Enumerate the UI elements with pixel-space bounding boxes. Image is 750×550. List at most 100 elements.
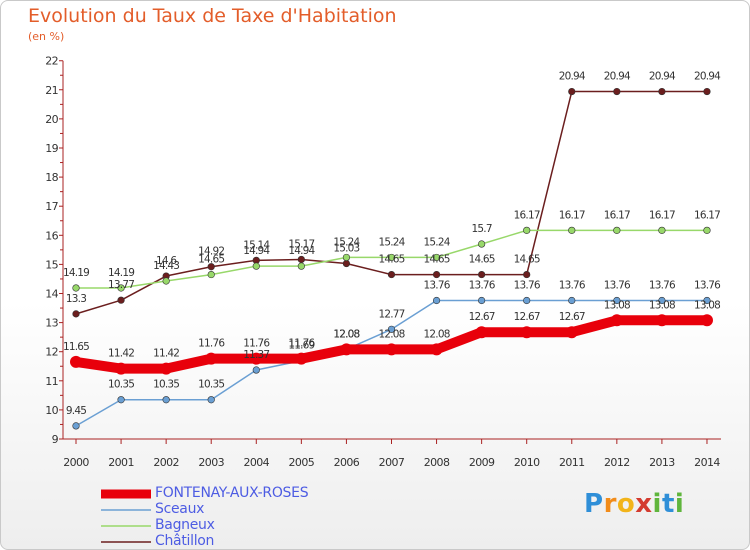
data-point [568, 226, 576, 234]
legend-label-chatillon: Châtillon [155, 533, 215, 549]
data-label: 15.03 [333, 243, 359, 255]
x-tick-label: 2008 [424, 456, 450, 469]
data-point [703, 296, 711, 305]
x-tick-label: 2013 [649, 456, 675, 469]
data-label: 14.6 [156, 255, 177, 267]
legend-label-fontenay: FONTENAY-AUX-ROSES [155, 485, 309, 501]
data-point [342, 259, 351, 268]
data-point [565, 326, 578, 339]
y-tick-label: 10 [45, 404, 58, 417]
y-tick-label: 21 [45, 84, 58, 97]
data-point [613, 87, 621, 96]
data-point [72, 310, 80, 318]
data-label: 11.37 [243, 349, 269, 361]
y-tick-label: 14 [45, 288, 58, 301]
data-point [70, 355, 82, 368]
y-tick-label: 22 [45, 55, 58, 68]
data-point [387, 325, 396, 333]
legend-swatch-chatillon [101, 541, 151, 543]
data-label: 13.77 [108, 279, 134, 291]
data-label: 12.67 [514, 311, 540, 323]
data-label: 12.08 [333, 328, 359, 340]
x-tick-label: 2000 [63, 456, 89, 469]
data-label: 12.08 [378, 328, 404, 340]
data-label: 16.17 [604, 209, 630, 221]
data-point [117, 296, 125, 304]
data-point [703, 226, 711, 234]
y-tick-label: 20 [45, 113, 58, 126]
data-point [475, 326, 488, 339]
x-tick-label: 2004 [243, 456, 269, 469]
data-label: 13.76 [604, 279, 631, 291]
data-label: 13.76 [559, 279, 586, 291]
data-point [520, 326, 533, 339]
data-label: 16.17 [649, 209, 675, 221]
y-tick-label: 18 [45, 171, 58, 184]
data-label: 10.35 [198, 379, 224, 391]
legend-swatch-fontenay [101, 489, 151, 499]
data-point [658, 226, 666, 234]
data-label: 13.08 [604, 299, 630, 311]
data-point [207, 263, 215, 271]
data-point [430, 343, 443, 356]
data-label: 11.42 [153, 348, 179, 360]
data-point [342, 253, 351, 262]
data-point [610, 314, 623, 327]
data-label: 11.76 [198, 338, 225, 350]
data-point [568, 87, 576, 96]
data-label: 14.92 [198, 246, 224, 258]
data-label: 14.19 [108, 267, 134, 279]
data-point [72, 422, 80, 430]
data-label: 11.65 [63, 341, 89, 353]
data-label: 9.45 [66, 405, 86, 417]
y-tick-label: 16 [45, 229, 58, 242]
data-label: 15.24 [378, 236, 405, 248]
data-label: 20.94 [649, 71, 676, 83]
x-tick-label: 2005 [289, 456, 315, 469]
data-label: 15.7 [472, 223, 492, 235]
data-point [117, 396, 125, 404]
data-label: 11.69 [288, 340, 314, 352]
data-point [250, 352, 263, 365]
data-label: 14.65 [378, 254, 404, 266]
x-tick-label: 2001 [108, 456, 134, 469]
data-label: 16.17 [694, 209, 720, 221]
data-point [72, 284, 80, 292]
data-point [432, 296, 441, 305]
data-point [703, 87, 711, 96]
data-label: 12.67 [559, 311, 585, 323]
data-point [523, 270, 531, 279]
y-tick-label: 19 [45, 142, 58, 155]
data-label: 13.76 [649, 279, 676, 291]
data-label: 14.94 [243, 245, 270, 257]
data-label: 11.76 [288, 338, 315, 350]
data-label: 12.08 [333, 328, 359, 340]
data-point [340, 343, 353, 356]
y-tick-label: 9 [52, 433, 59, 446]
data-label: 20.94 [559, 71, 586, 83]
data-point [478, 240, 486, 248]
x-tick-label: 2009 [469, 456, 495, 469]
data-label: 13.08 [649, 299, 675, 311]
data-point [252, 366, 260, 374]
data-label: 11.42 [108, 348, 134, 360]
data-point [658, 87, 666, 96]
data-point [387, 253, 396, 262]
data-label: 14.94 [288, 245, 315, 257]
y-tick-label: 13 [45, 317, 58, 330]
data-point [207, 396, 215, 404]
data-label: 15.17 [288, 238, 314, 250]
data-point [297, 262, 305, 270]
data-label: 15.14 [243, 239, 270, 251]
data-label: 12.08 [424, 328, 450, 340]
x-tick-label: 2010 [514, 456, 540, 469]
data-point [295, 352, 308, 365]
legend-label-sceaux: Sceaux [155, 501, 205, 517]
data-point [205, 352, 218, 365]
data-label: 16.17 [514, 209, 540, 221]
data-label: 14.65 [469, 254, 495, 266]
data-point [432, 270, 441, 279]
data-label: 12.77 [378, 308, 404, 320]
data-label: 16.17 [559, 209, 585, 221]
